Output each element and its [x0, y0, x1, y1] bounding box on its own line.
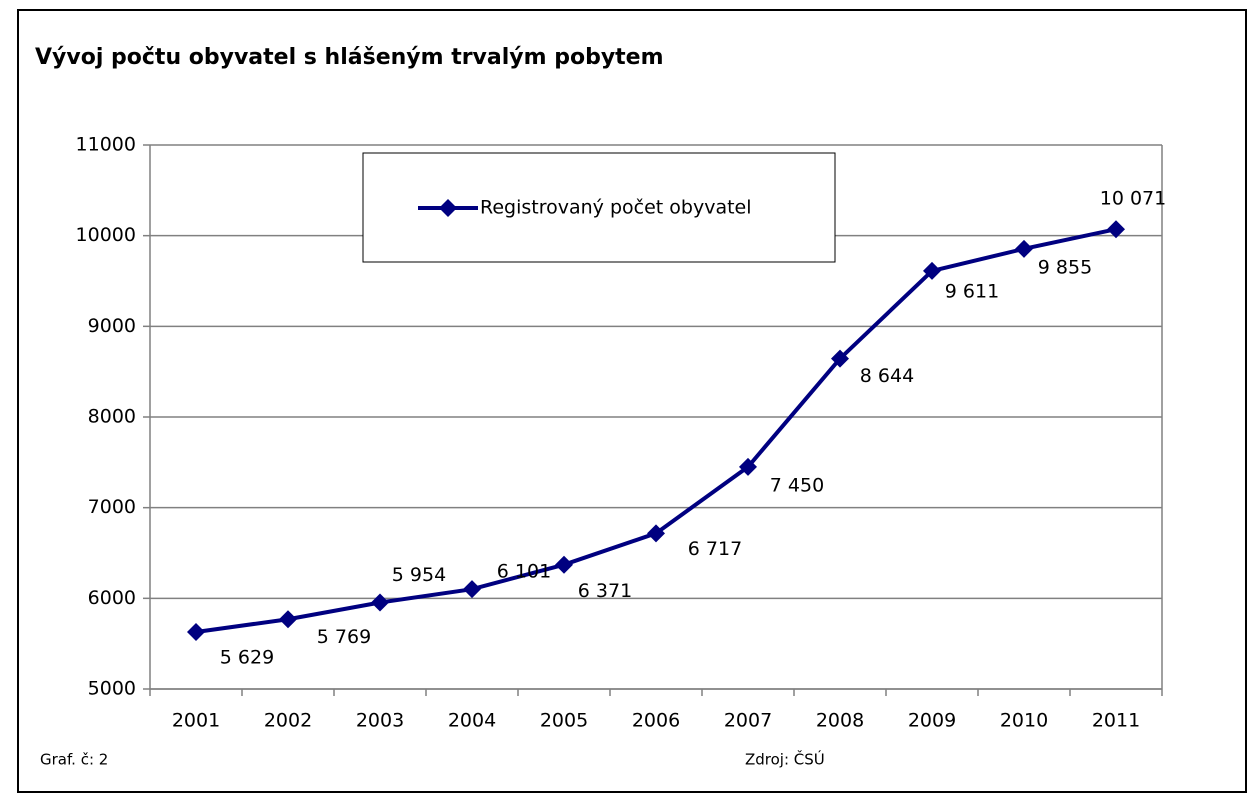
- marker: [463, 580, 481, 599]
- marker: [1107, 220, 1125, 239]
- marker: [739, 457, 757, 476]
- x-tick-label: 2010: [1000, 710, 1048, 732]
- marker: [555, 555, 573, 574]
- marker: [279, 610, 297, 629]
- y-tick-label: 8000: [88, 406, 136, 428]
- y-tick-label: 6000: [88, 587, 136, 609]
- data-label: 5 769: [317, 626, 371, 648]
- marker: [371, 593, 389, 612]
- data-label: 6 371: [578, 580, 632, 602]
- y-tick-label: 5000: [88, 678, 136, 700]
- data-label: 9 855: [1038, 256, 1092, 278]
- data-label: 6 717: [688, 538, 742, 560]
- x-tick-label: 2001: [172, 710, 220, 732]
- marker: [831, 349, 849, 368]
- footnote: Graf. č: 2: [40, 751, 108, 769]
- marker: [1015, 239, 1033, 258]
- x-tick-label: 2005: [540, 710, 588, 732]
- marker: [187, 622, 205, 641]
- data-label: 7 450: [770, 474, 824, 496]
- x-tick-label: 2007: [724, 710, 772, 732]
- chart-frame: [17, 9, 1247, 793]
- data-label: 10 071: [1100, 188, 1166, 210]
- y-tick-label: 7000: [88, 496, 136, 518]
- marker: [923, 261, 941, 280]
- x-tick-label: 2002: [264, 710, 312, 732]
- x-tick-label: 2003: [356, 710, 404, 732]
- y-tick-label: 11000: [76, 134, 136, 156]
- legend-marker: [439, 199, 457, 217]
- y-tick-label: 10000: [76, 224, 136, 246]
- data-label: 8 644: [860, 365, 914, 387]
- data-label: 5 954: [392, 564, 446, 586]
- x-tick-label: 2006: [632, 710, 680, 732]
- marker: [647, 524, 665, 543]
- data-label: 6 101: [497, 561, 551, 583]
- x-tick-label: 2009: [908, 710, 956, 732]
- y-tick-label: 9000: [88, 315, 136, 337]
- x-tick-label: 2008: [816, 710, 864, 732]
- x-tick-label: 2004: [448, 710, 496, 732]
- source: Zdroj: ČSÚ: [745, 750, 825, 769]
- chart-title: Vývoj počtu obyvatel s hlášeným trvalým …: [35, 45, 664, 70]
- legend-label: Registrovaný počet obyvatel: [480, 197, 752, 219]
- data-label: 5 629: [220, 646, 274, 668]
- data-label: 9 611: [945, 280, 999, 302]
- x-tick-label: 2011: [1092, 710, 1140, 732]
